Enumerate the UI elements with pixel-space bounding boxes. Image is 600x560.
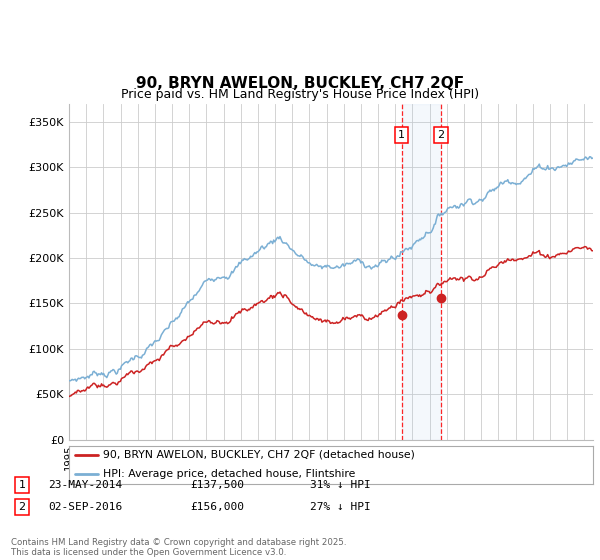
- Text: 90, BRYN AWELON, BUCKLEY, CH7 2QF: 90, BRYN AWELON, BUCKLEY, CH7 2QF: [136, 76, 464, 91]
- Bar: [402, 104, 441, 440]
- Text: 23-MAY-2014: 23-MAY-2014: [48, 480, 122, 490]
- Text: 2: 2: [437, 130, 445, 141]
- Text: Price paid vs. HM Land Registry's House Price Index (HPI): Price paid vs. HM Land Registry's House …: [121, 88, 479, 101]
- Text: 2: 2: [19, 502, 26, 512]
- Text: £137,500: £137,500: [190, 480, 244, 490]
- Text: 1: 1: [398, 130, 406, 141]
- Text: 02-SEP-2016: 02-SEP-2016: [48, 502, 122, 512]
- Text: 27% ↓ HPI: 27% ↓ HPI: [310, 502, 371, 512]
- Text: 90, BRYN AWELON, BUCKLEY, CH7 2QF (detached house): 90, BRYN AWELON, BUCKLEY, CH7 2QF (detac…: [103, 450, 415, 460]
- Text: HPI: Average price, detached house, Flintshire: HPI: Average price, detached house, Flin…: [103, 469, 355, 479]
- Text: 1: 1: [19, 480, 25, 490]
- Text: £156,000: £156,000: [190, 502, 244, 512]
- Text: Contains HM Land Registry data © Crown copyright and database right 2025.
This d: Contains HM Land Registry data © Crown c…: [11, 538, 346, 557]
- Text: 31% ↓ HPI: 31% ↓ HPI: [310, 480, 371, 490]
